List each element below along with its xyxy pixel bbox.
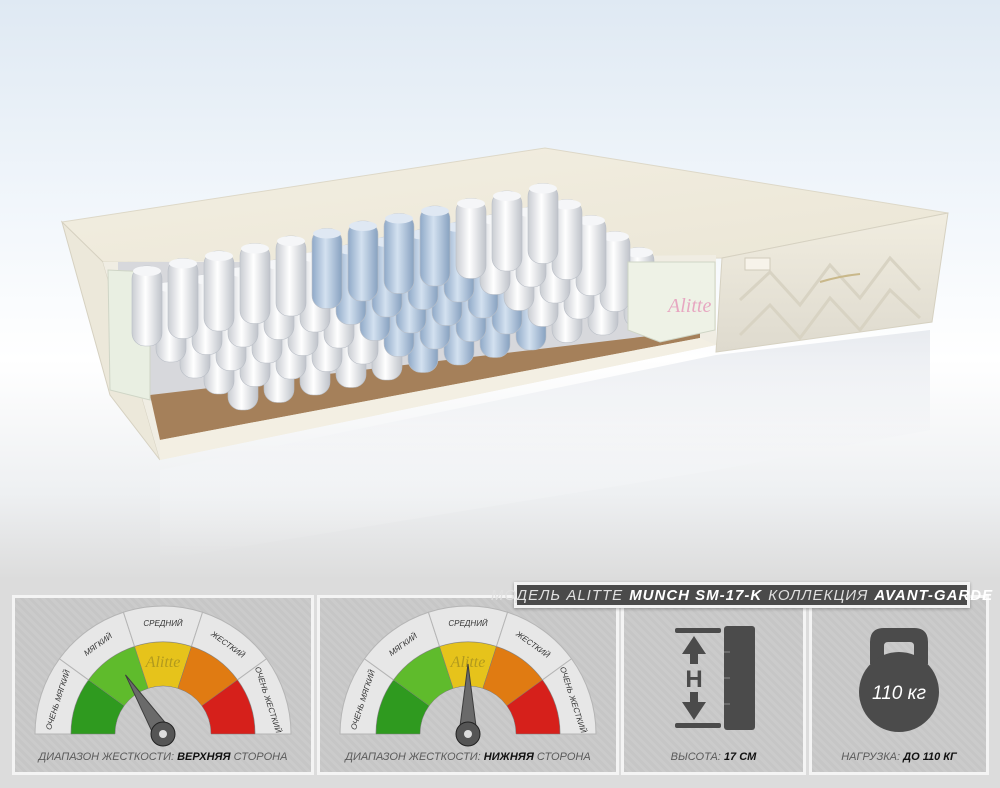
gauge-label: СРЕДНИЙ — [143, 619, 183, 628]
firmness-caption-top: Диапазон жесткости: Верхняя сторона — [15, 750, 311, 764]
load-label: Нагрузка: — [841, 751, 901, 763]
gauge-brand-logo: Alitte — [450, 654, 486, 671]
gauge-brand-logo: Alitte — [145, 654, 181, 671]
mattress-image: Alitte — [60, 147, 949, 560]
caption-side: Нижняя — [483, 751, 534, 763]
model-name: Munch SM-17-K — [629, 586, 763, 604]
pocket-spring — [131, 265, 163, 347]
height-panel: H Высота: 17 см — [621, 595, 806, 775]
firmness-panel-top: ОЧЕНЬ МЯГКИЙ МЯГКИЙ СРЕДНИЙ ЖЕСТКИЙ ОЧЕНЬ ЖЕ… — [12, 595, 314, 775]
load-panel: 110 кг Нагрузка: до 110 кг — [809, 595, 989, 775]
height-value: 17 см — [723, 751, 757, 763]
caption-suffix: сторона — [233, 751, 288, 763]
load-caption: Нагрузка: до 110 кг — [812, 750, 986, 764]
pocket-spring — [383, 213, 415, 294]
brand-logo: Alitte — [666, 295, 711, 317]
weight-text: 110 кг — [872, 683, 926, 704]
pocket-spring — [551, 199, 583, 280]
firmness-panel-bottom: ОЧЕНЬ МЯГКИЙ МЯГКИЙ СРЕДНИЙ ЖЕСТКИЙ ОЧЕНЬ ЖЕ… — [317, 595, 619, 775]
pocket-spring — [203, 250, 235, 332]
pocket-spring — [419, 205, 451, 287]
pocket-spring — [347, 220, 379, 302]
collection-label: Коллекция — [768, 586, 869, 604]
pocket-spring — [455, 198, 487, 279]
caption-prefix: Диапазон жесткости: — [38, 751, 174, 763]
caption-prefix: Диапазон жесткости: — [345, 751, 481, 763]
load-value: до 110 кг — [903, 751, 957, 763]
mattress-illustration: Alitte — [0, 0, 1000, 580]
caption-side: Верхняя — [177, 751, 231, 763]
pocket-spring — [239, 243, 271, 324]
pocket-spring — [311, 228, 343, 309]
collection-name: Avant-Garde — [874, 586, 994, 604]
height-caption: Высота: 17 см — [624, 750, 803, 764]
height-label: Высота: — [670, 751, 721, 763]
ruler-height-icon: H — [675, 626, 755, 730]
pocket-spring — [491, 190, 523, 272]
gauge-label: СРЕДНИЙ — [448, 619, 488, 628]
model-banner: Модель Alitte Munch SM-17-K Коллекция Av… — [491, 582, 992, 608]
firmness-caption-bottom: Диапазон жесткости: Нижняя сторона — [320, 750, 616, 764]
pocket-spring — [167, 258, 199, 339]
pocket-spring — [599, 231, 631, 312]
pocket-spring — [527, 183, 559, 264]
kettlebell-icon: 110 кг — [859, 628, 939, 732]
model-label: Модель Alitte — [490, 586, 624, 604]
height-letter: H — [685, 666, 702, 693]
gauge-color-segment — [201, 679, 256, 735]
gauge-color-segment — [506, 679, 561, 735]
caption-suffix: сторона — [536, 751, 591, 763]
pocket-spring — [275, 235, 307, 317]
